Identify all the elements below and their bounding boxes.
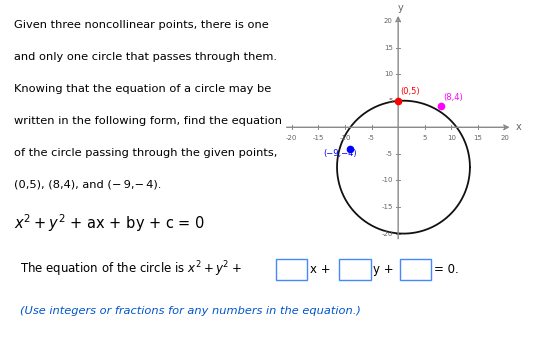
Text: (Use integers or fractions for any numbers in the equation.): (Use integers or fractions for any numbe… xyxy=(20,306,361,316)
Text: Given three noncollinear points, there is one: Given three noncollinear points, there i… xyxy=(14,20,269,30)
Text: 5: 5 xyxy=(388,98,393,104)
Text: (−9,−4): (−9,−4) xyxy=(324,149,357,158)
Text: x: x xyxy=(516,122,522,132)
FancyBboxPatch shape xyxy=(339,259,371,280)
Text: -20: -20 xyxy=(286,135,298,141)
Text: The equation of the circle is $x^2 + y^2$ +: The equation of the circle is $x^2 + y^2… xyxy=(20,260,243,279)
Text: (0,5): (0,5) xyxy=(400,87,419,96)
Text: (8,4): (8,4) xyxy=(444,93,463,102)
Text: and only one circle that passes through them.: and only one circle that passes through … xyxy=(14,52,277,62)
Text: 5: 5 xyxy=(422,135,427,141)
Text: $x^2 + y^2$ + ax + by + c = 0: $x^2 + y^2$ + ax + by + c = 0 xyxy=(14,212,205,234)
Text: of the circle passing through the given points,: of the circle passing through the given … xyxy=(14,148,278,158)
Text: 15: 15 xyxy=(384,44,393,51)
Text: -10: -10 xyxy=(382,178,393,183)
Text: -15: -15 xyxy=(313,135,324,141)
Text: 20: 20 xyxy=(384,18,393,24)
FancyBboxPatch shape xyxy=(400,259,431,280)
Text: written in the following form, find the equation: written in the following form, find the … xyxy=(14,116,282,126)
Text: y: y xyxy=(398,3,404,13)
Text: -5: -5 xyxy=(368,135,375,141)
Text: = 0.: = 0. xyxy=(434,263,458,276)
Text: (0,5), (8,4), and (− 9,− 4).: (0,5), (8,4), and (− 9,− 4). xyxy=(14,180,161,190)
Text: Knowing that the equation of a circle may be: Knowing that the equation of a circle ma… xyxy=(14,84,272,94)
Text: x +: x + xyxy=(310,263,330,276)
Text: 10: 10 xyxy=(384,71,393,77)
Text: 10: 10 xyxy=(447,135,456,141)
Text: -20: -20 xyxy=(382,230,393,237)
Text: y +: y + xyxy=(373,263,394,276)
Text: -15: -15 xyxy=(382,204,393,210)
Text: -5: -5 xyxy=(386,151,393,157)
Text: 20: 20 xyxy=(500,135,509,141)
Text: -10: -10 xyxy=(339,135,351,141)
FancyBboxPatch shape xyxy=(275,259,307,280)
Text: 15: 15 xyxy=(473,135,482,141)
